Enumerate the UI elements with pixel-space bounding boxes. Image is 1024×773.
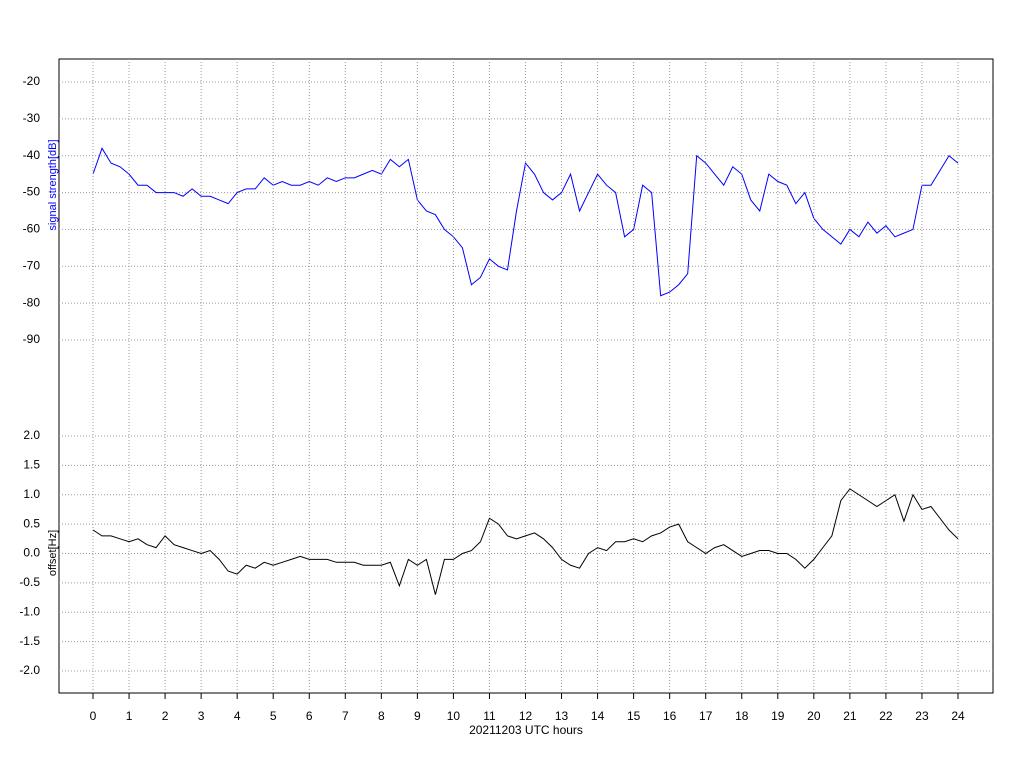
- x-tick-label: 12: [519, 709, 533, 723]
- x-tick-label: 23: [915, 709, 929, 723]
- x-tick-label: 3: [198, 709, 205, 723]
- x-tick-label: 9: [414, 709, 421, 723]
- y-tick-label: -90: [23, 332, 41, 346]
- y-tick-label: -40: [23, 148, 41, 162]
- y-axis-label: offset[Hz]: [47, 530, 59, 576]
- y-axis-label: signal strength[dB]: [47, 139, 59, 230]
- y-tick-label: -30: [23, 111, 41, 125]
- x-tick-label: 0: [90, 709, 97, 723]
- x-tick-label: 4: [234, 709, 241, 723]
- y-tick-label: -60: [23, 222, 41, 236]
- x-tick-label: 24: [951, 709, 965, 723]
- x-tick-label: 11: [483, 709, 496, 723]
- x-tick-label: 19: [771, 709, 785, 723]
- x-tick-label: 10: [447, 709, 461, 723]
- plot-frame: [58, 58, 994, 694]
- y-tick-label: -0.5: [19, 575, 40, 589]
- x-tick-label: 18: [735, 709, 749, 723]
- x-tick-label: 8: [378, 709, 385, 723]
- x-axis-label: 20211203 UTC hours: [469, 723, 583, 737]
- y-tick-label: -80: [23, 295, 41, 309]
- y-tick-label: 1.5: [23, 458, 40, 472]
- y-tick-label: 2.0: [23, 428, 40, 442]
- x-tick-label: 13: [555, 709, 569, 723]
- data-line: [92, 488, 959, 595]
- y-tick-label: -70: [23, 258, 41, 272]
- x-tick-label: 20: [807, 709, 821, 723]
- x-tick-label: 7: [342, 709, 349, 723]
- x-tick-label: 5: [270, 709, 277, 723]
- x-tick-label: 2: [162, 709, 169, 723]
- x-tick-label: 1: [126, 709, 133, 723]
- x-tick-label: 16: [663, 709, 677, 723]
- y-tick-label: -2.0: [19, 663, 40, 677]
- x-tick-label: 14: [591, 709, 605, 723]
- y-tick-label: -50: [23, 185, 41, 199]
- x-tick-label: 22: [879, 709, 893, 723]
- y-tick-label: 0.5: [23, 516, 40, 530]
- y-tick-label: -1.0: [19, 604, 40, 618]
- x-tick-label: 21: [843, 709, 857, 723]
- y-tick-label: 0.0: [23, 546, 40, 560]
- x-tick-label: 15: [627, 709, 641, 723]
- y-tick-label: -20: [23, 74, 41, 88]
- y-tick-label: 1.0: [23, 487, 40, 501]
- x-tick-label: 17: [699, 709, 713, 723]
- x-tick-label: 6: [306, 709, 313, 723]
- y-tick-label: -1.5: [19, 634, 40, 648]
